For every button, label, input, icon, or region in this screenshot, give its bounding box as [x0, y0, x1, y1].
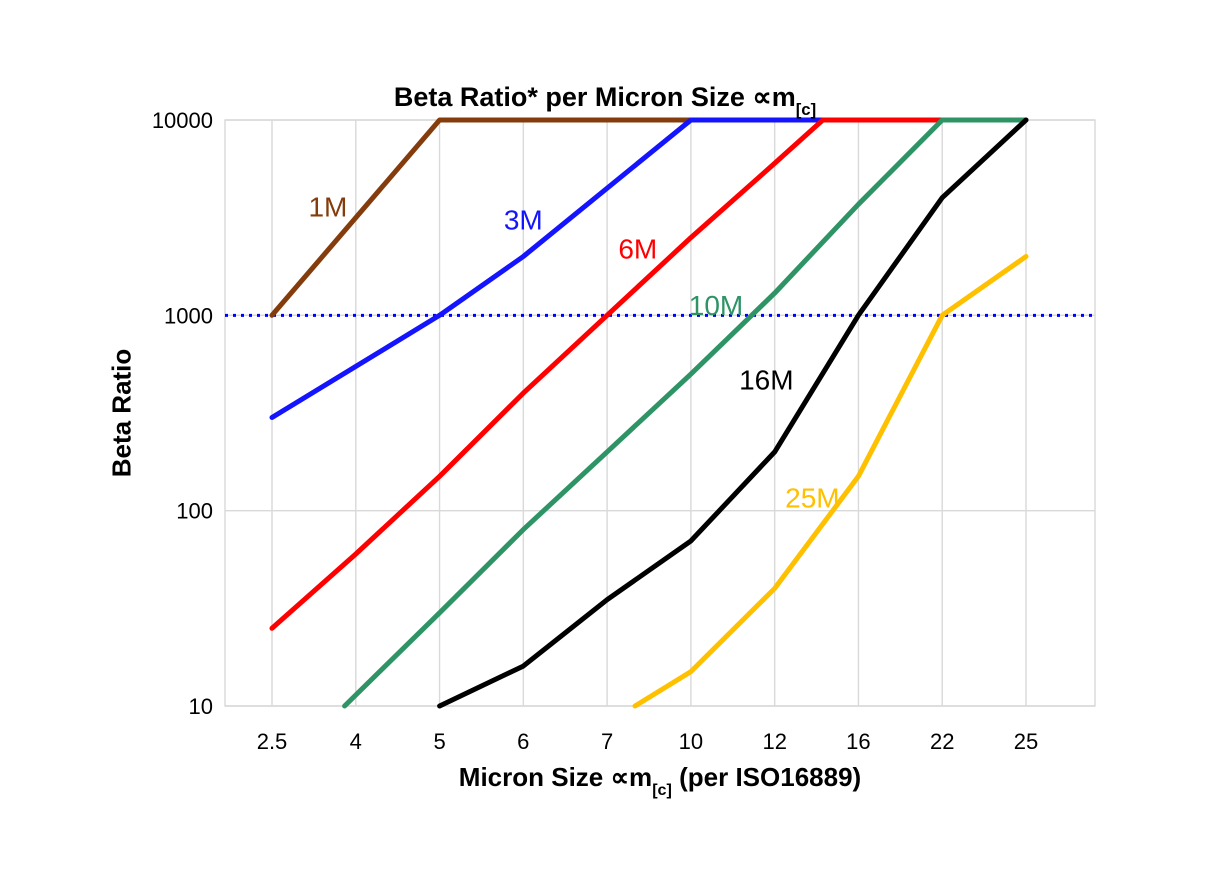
x-tick-label: 10 [679, 729, 703, 754]
x-tick-label: 16 [846, 729, 870, 754]
y-tick-labels: 10 100 1000 10000 [152, 108, 213, 719]
x-tick-label: 22 [930, 729, 954, 754]
chart-title: Beta Ratio* per Micron Size ∝m[c] [170, 82, 1040, 119]
series-label-10m: 10M [689, 290, 743, 321]
x-tick-label: 4 [350, 729, 362, 754]
series-line-16m [437, 117, 1029, 709]
y-axis-title: Beta Ratio [107, 349, 138, 478]
y-tick-label: 10000 [152, 108, 213, 133]
series-line-3m [269, 117, 826, 420]
x-tick-label: 2.5 [257, 729, 288, 754]
x-tick-label: 25 [1014, 729, 1038, 754]
x-axis-title-text: Micron Size [458, 762, 611, 792]
y-tick-label: 10 [189, 694, 213, 719]
series-line-6m [269, 117, 945, 631]
series-line-10m [342, 117, 1029, 709]
proportional-symbol: ∝m [610, 762, 653, 792]
series-lines [269, 117, 1029, 709]
x-tick-labels: 2.5 4 5 6 7 10 12 16 22 25 [257, 729, 1039, 754]
series-label-6m: 6M [618, 233, 657, 264]
y-tick-label: 1000 [164, 303, 213, 328]
x-axis-title-suffix: (per ISO16889) [671, 762, 862, 792]
y-tick-label: 100 [176, 499, 213, 524]
series-line-1m [269, 117, 694, 318]
series-label-25m: 25M [785, 482, 839, 513]
x-axis-title-subscript: [c] [652, 780, 672, 799]
gridlines [225, 119, 1095, 707]
series-label-3m: 3M [504, 204, 543, 235]
series-line-25m [632, 254, 1029, 709]
x-tick-label: 12 [762, 729, 786, 754]
x-tick-label: 6 [517, 729, 529, 754]
x-axis-title: Micron Size ∝m[c] (per ISO16889) [225, 762, 1095, 799]
chart-title-subscript: [c] [795, 99, 817, 119]
series-label-16m: 16M [739, 364, 793, 395]
x-tick-label: 7 [601, 729, 613, 754]
y-axis-title-text: Beta Ratio [106, 348, 137, 478]
chart-title-text: Beta Ratio* per Micron Size [393, 82, 753, 112]
proportional-symbol: ∝m [752, 82, 796, 112]
x-tick-label: 5 [433, 729, 445, 754]
series-labels: 1M 3M 6M 10M 16M 25M [308, 192, 839, 514]
series-label-1m: 1M [308, 192, 347, 223]
